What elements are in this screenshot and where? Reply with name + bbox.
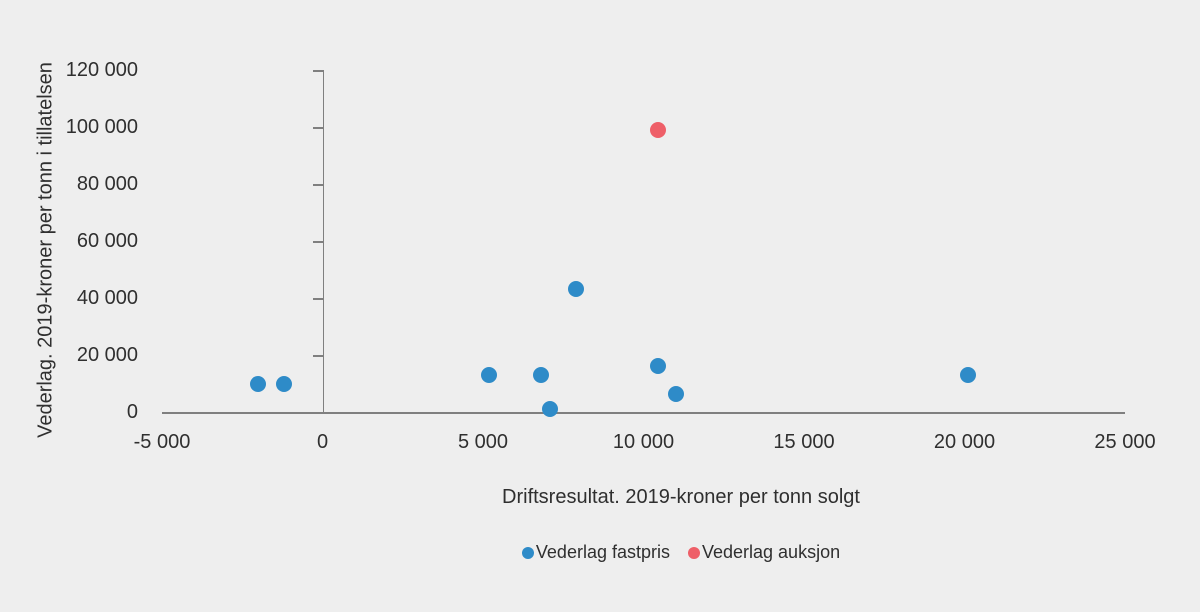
legend: Vederlag fastpris Vederlag auksjon [162, 542, 1200, 563]
x-axis-tick-label: 10 000 [612, 431, 675, 453]
y-axis-tick [312, 184, 323, 186]
y-axis-tick [312, 127, 323, 129]
y-axis-tick-label: 80 000 [76, 173, 138, 195]
data-point-fastpris [532, 366, 549, 383]
x-axis-line [162, 412, 1125, 414]
data-point-fastpris [959, 366, 976, 383]
y-axis-line [322, 70, 324, 412]
y-axis-tick-label: 120 000 [65, 59, 138, 81]
y-axis-tick-label: 40 000 [76, 287, 138, 309]
data-point-fastpris [542, 401, 559, 418]
y-axis-tick [312, 241, 323, 243]
data-point-fastpris [275, 375, 292, 392]
data-point-fastpris [481, 366, 498, 383]
data-point-fastpris [250, 375, 267, 392]
x-axis-tick-label: -5 000 [133, 431, 191, 453]
y-axis-tick [312, 298, 323, 300]
data-point-fastpris [649, 358, 666, 375]
data-point-fastpris [667, 386, 684, 403]
x-axis-tick-label: 25 000 [1094, 431, 1156, 453]
data-point-auksjon [649, 121, 666, 138]
fastpris-dot-icon [521, 546, 534, 559]
y-axis-tick-label: 100 000 [65, 116, 138, 138]
y-axis-tick-label: 20 000 [76, 344, 138, 366]
x-axis-tick-label: 20 000 [933, 431, 996, 453]
legend-label-fastpris: Vederlag fastpris [535, 542, 670, 562]
data-point-fastpris [568, 281, 585, 298]
y-axis-tick [312, 70, 323, 72]
x-axis-tick-label: 0 [316, 431, 329, 453]
y-axis-tick-label: 60 000 [76, 230, 138, 252]
y-axis-tick [312, 355, 323, 357]
x-axis-title: Driftsresultat. 2019-kroner per tonn sol… [502, 486, 860, 508]
legend-item-fastpris: Vederlag fastpris [521, 542, 670, 563]
legend-item-auksjon: Vederlag auksjon [687, 542, 841, 563]
x-axis-tick-label: 5 000 [457, 431, 509, 453]
legend-label-auksjon: Vederlag auksjon [701, 542, 841, 562]
y-axis-tick-label: 0 [126, 401, 138, 423]
x-axis-tick-label: 15 000 [773, 431, 835, 453]
auksjon-dot-icon [687, 546, 700, 559]
